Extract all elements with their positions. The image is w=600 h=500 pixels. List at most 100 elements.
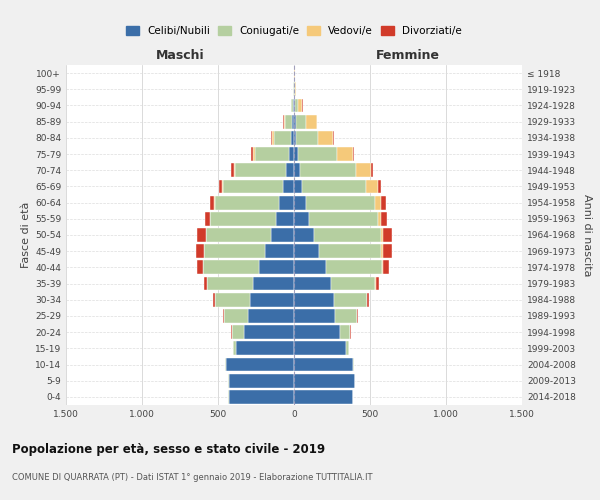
Bar: [215, 293, 250, 306]
Bar: [382, 212, 387, 226]
Bar: [294, 390, 353, 404]
Bar: [300, 164, 356, 177]
Bar: [294, 326, 340, 339]
Bar: [233, 342, 236, 355]
Bar: [383, 260, 389, 274]
Bar: [232, 164, 233, 177]
Bar: [253, 276, 294, 290]
Bar: [353, 147, 354, 161]
Bar: [291, 98, 293, 112]
Bar: [223, 309, 224, 323]
Bar: [294, 342, 346, 355]
Bar: [377, 180, 380, 194]
Text: Maschi: Maschi: [155, 49, 205, 62]
Bar: [283, 180, 294, 194]
Bar: [215, 196, 279, 209]
Bar: [271, 228, 294, 242]
Bar: [331, 276, 376, 290]
Bar: [293, 98, 294, 112]
Bar: [317, 131, 333, 144]
Bar: [298, 147, 337, 161]
Bar: [294, 293, 334, 306]
Bar: [255, 147, 289, 161]
Bar: [214, 293, 215, 306]
Text: Femmine: Femmine: [376, 49, 440, 62]
Bar: [205, 212, 210, 226]
Bar: [314, 228, 380, 242]
Bar: [337, 147, 353, 161]
Bar: [223, 180, 283, 194]
Bar: [382, 244, 383, 258]
Bar: [294, 164, 300, 177]
Bar: [367, 293, 368, 306]
Bar: [296, 131, 317, 144]
Bar: [279, 196, 294, 209]
Bar: [272, 131, 274, 144]
Bar: [235, 164, 286, 177]
Bar: [294, 244, 319, 258]
Bar: [294, 228, 314, 242]
Bar: [253, 147, 255, 161]
Bar: [334, 293, 367, 306]
Bar: [383, 244, 392, 258]
Bar: [294, 276, 331, 290]
Bar: [380, 228, 383, 242]
Bar: [284, 115, 285, 128]
Bar: [294, 374, 355, 388]
Bar: [229, 390, 294, 404]
Bar: [377, 212, 382, 226]
Bar: [353, 358, 354, 372]
Bar: [346, 342, 349, 355]
Bar: [265, 244, 294, 258]
Bar: [382, 260, 383, 274]
Bar: [259, 260, 294, 274]
Bar: [251, 147, 253, 161]
Bar: [224, 309, 248, 323]
Bar: [197, 260, 203, 274]
Bar: [309, 212, 377, 226]
Y-axis label: Fasce di età: Fasce di età: [21, 202, 31, 268]
Bar: [319, 244, 382, 258]
Bar: [326, 260, 382, 274]
Bar: [294, 260, 326, 274]
Y-axis label: Anni di nascita: Anni di nascita: [581, 194, 592, 276]
Bar: [333, 131, 334, 144]
Bar: [335, 309, 357, 323]
Bar: [197, 228, 206, 242]
Bar: [292, 115, 294, 128]
Bar: [244, 326, 294, 339]
Bar: [294, 115, 296, 128]
Bar: [295, 98, 298, 112]
Bar: [286, 164, 294, 177]
Bar: [208, 276, 253, 290]
Bar: [274, 131, 291, 144]
Bar: [211, 212, 276, 226]
Bar: [236, 342, 294, 355]
Text: COMUNE DI QUARRATA (PT) - Dati ISTAT 1° gennaio 2019 - Elaborazione TUTTITALIA.I: COMUNE DI QUARRATA (PT) - Dati ISTAT 1° …: [12, 472, 373, 482]
Bar: [219, 180, 222, 194]
Bar: [222, 180, 223, 194]
Bar: [294, 98, 295, 112]
Bar: [289, 147, 294, 161]
Bar: [374, 196, 382, 209]
Bar: [276, 212, 294, 226]
Legend: Celibi/Nubili, Coniugati/e, Vedovi/e, Divorziati/e: Celibi/Nubili, Coniugati/e, Vedovi/e, Di…: [123, 22, 465, 39]
Bar: [356, 164, 371, 177]
Bar: [340, 326, 350, 339]
Bar: [232, 326, 244, 339]
Bar: [205, 244, 265, 258]
Bar: [294, 180, 302, 194]
Bar: [294, 196, 306, 209]
Bar: [226, 358, 294, 372]
Text: Popolazione per età, sesso e stato civile - 2019: Popolazione per età, sesso e stato civil…: [12, 442, 325, 456]
Bar: [291, 131, 294, 144]
Bar: [296, 115, 306, 128]
Bar: [285, 115, 292, 128]
Bar: [298, 98, 302, 112]
Bar: [306, 196, 374, 209]
Bar: [203, 276, 208, 290]
Bar: [294, 212, 309, 226]
Bar: [382, 196, 386, 209]
Bar: [203, 260, 259, 274]
Bar: [294, 131, 296, 144]
